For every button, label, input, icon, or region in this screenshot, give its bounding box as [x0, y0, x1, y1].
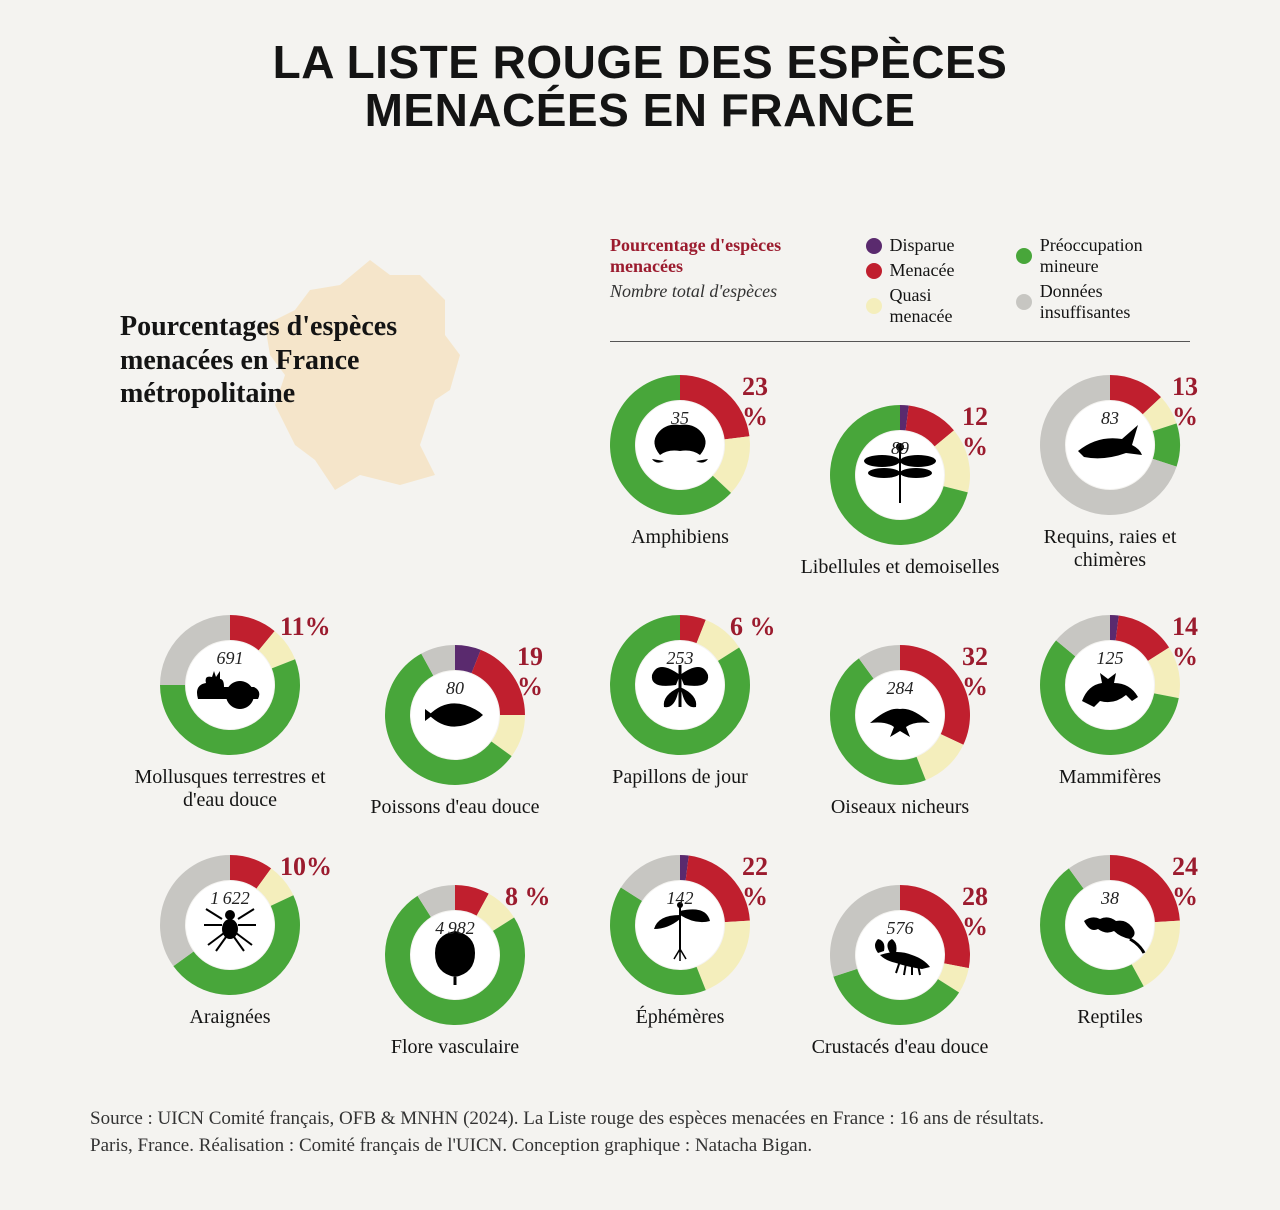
donut-requins: 13 % 83 Requins, raies et chimères — [1010, 370, 1210, 572]
legend-dot-disparue — [866, 238, 882, 254]
legend-item-mineure: Préoccupation mineure — [1016, 235, 1190, 277]
donut-pct-flore: 8 % — [505, 882, 551, 912]
donut-total-araignees: 1 622 — [130, 888, 330, 909]
legend-dot-menacee — [866, 263, 882, 279]
donut-total-papillons: 253 — [580, 648, 780, 669]
legend-item-quasi: Quasi menacée — [866, 285, 988, 327]
donut-label-requins: Requins, raies et chimères — [1010, 526, 1210, 572]
legend-pct-title: Pourcentage d'espèces menacées — [610, 235, 838, 277]
donut-total-mammiferes: 125 — [1010, 648, 1210, 669]
donut-pct-araignees: 10% — [280, 852, 332, 882]
donut-label-mammiferes: Mammifères — [1010, 766, 1210, 789]
donut-pct-papillons: 6 % — [730, 612, 776, 642]
donut-ephemeres: 22 % 142 Éphémères — [580, 850, 780, 1029]
donut-total-crustaces: 576 — [800, 918, 1000, 939]
donut-label-poissons: Poissons d'eau douce — [355, 796, 555, 819]
legend-item-insuff: Données insuffisantes — [1016, 281, 1190, 323]
donut-total-libellules: 89 — [800, 438, 1000, 459]
source-line-1: Source : UICN Comité français, OFB & MNH… — [90, 1105, 1190, 1133]
legend-label-quasi: Quasi menacée — [890, 285, 988, 327]
legend-col-2: Préoccupation mineure Données insuffisan… — [1016, 235, 1190, 327]
donut-label-flore: Flore vasculaire — [355, 1036, 555, 1059]
legend-dot-mineure — [1016, 248, 1032, 264]
legend-label-insuff: Données insuffisantes — [1040, 281, 1190, 323]
donut-libellules: 12 % 89 Libellules et demoiselles — [800, 400, 1000, 579]
donut-reptiles: 24 % 38 Reptiles — [1010, 850, 1210, 1029]
donut-total-poissons: 80 — [355, 678, 555, 699]
legend-label-disparue: Disparue — [890, 235, 955, 256]
donut-amphibiens: 23 % 35 Amphibiens — [580, 370, 780, 549]
legend-total-title: Nombre total d'espèces — [610, 281, 838, 302]
donut-total-oiseaux: 284 — [800, 678, 1000, 699]
donut-mollusques: 11% 691 Mollusques terrestres et d'eau d… — [130, 610, 330, 812]
legend-left: Pourcentage d'espèces menacées Nombre to… — [610, 235, 838, 327]
donut-crustaces: 28 % 576 Crustacés d'eau douce — [800, 880, 1000, 1059]
donut-label-amphibiens: Amphibiens — [580, 526, 780, 549]
donut-label-reptiles: Reptiles — [1010, 1006, 1210, 1029]
legend: Pourcentage d'espèces menacées Nombre to… — [610, 235, 1190, 342]
donut-mammiferes: 14 % 125 Mammifères — [1010, 610, 1210, 789]
donut-label-ephemeres: Éphémères — [580, 1006, 780, 1029]
legend-item-menacee: Menacée — [866, 260, 988, 281]
legend-label-menacee: Menacée — [890, 260, 955, 281]
legend-item-disparue: Disparue — [866, 235, 988, 256]
donut-total-mollusques: 691 — [130, 648, 330, 669]
donut-total-flore: 4 982 — [355, 918, 555, 939]
donut-papillons: 6 % 253 Papillons de jour — [580, 610, 780, 789]
title-line-1: LA LISTE ROUGE DES ESPÈCES — [0, 38, 1280, 86]
donut-araignees: 10% 1 622 Araignées — [130, 850, 330, 1029]
donut-total-amphibiens: 35 — [580, 408, 780, 429]
legend-dot-quasi — [866, 298, 882, 314]
page-title: LA LISTE ROUGE DES ESPÈCES MENACÉES EN F… — [0, 0, 1280, 135]
donut-label-crustaces: Crustacés d'eau douce — [800, 1036, 1000, 1059]
donut-label-papillons: Papillons de jour — [580, 766, 780, 789]
legend-label-mineure: Préoccupation mineure — [1040, 235, 1190, 277]
legend-col-1: Disparue Menacée Quasi menacée — [866, 235, 988, 327]
donut-label-araignees: Araignées — [130, 1006, 330, 1029]
donut-total-requins: 83 — [1010, 408, 1210, 429]
donut-label-oiseaux: Oiseaux nicheurs — [800, 796, 1000, 819]
donut-poissons: 19 % 80 Poissons d'eau douce — [355, 640, 555, 819]
donut-total-ephemeres: 142 — [580, 888, 780, 909]
donut-total-reptiles: 38 — [1010, 888, 1210, 909]
legend-dot-insuff — [1016, 294, 1032, 310]
donut-oiseaux: 32 % 284 Oiseaux nicheurs — [800, 640, 1000, 819]
donut-label-libellules: Libellules et demoiselles — [800, 556, 1000, 579]
source-citation: Source : UICN Comité français, OFB & MNH… — [90, 1105, 1190, 1160]
donut-pct-mollusques: 11% — [280, 612, 331, 642]
source-line-2: Paris, France. Réalisation : Comité fran… — [90, 1132, 1190, 1160]
donut-label-mollusques: Mollusques terrestres et d'eau douce — [130, 766, 330, 812]
donut-flore: 8 % 4 982 Flore vasculaire — [355, 880, 555, 1059]
subtitle: Pourcentages d'espèces menacées en Franc… — [120, 310, 480, 411]
title-line-2: MENACÉES EN FRANCE — [0, 86, 1280, 134]
